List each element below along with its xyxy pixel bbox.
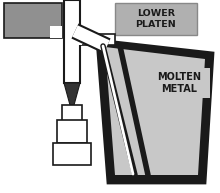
FancyBboxPatch shape <box>62 105 82 121</box>
Text: MOLTEN
METAL: MOLTEN METAL <box>157 72 201 94</box>
FancyBboxPatch shape <box>148 68 210 98</box>
FancyBboxPatch shape <box>4 3 62 38</box>
FancyBboxPatch shape <box>80 34 115 45</box>
Text: LOWER
PLATEN: LOWER PLATEN <box>136 9 176 29</box>
Polygon shape <box>105 47 205 175</box>
FancyBboxPatch shape <box>64 0 80 83</box>
Polygon shape <box>97 40 213 183</box>
FancyBboxPatch shape <box>57 120 87 143</box>
FancyBboxPatch shape <box>72 34 82 45</box>
Polygon shape <box>64 83 80 105</box>
Polygon shape <box>50 26 62 38</box>
FancyBboxPatch shape <box>53 143 91 165</box>
FancyBboxPatch shape <box>115 3 197 35</box>
